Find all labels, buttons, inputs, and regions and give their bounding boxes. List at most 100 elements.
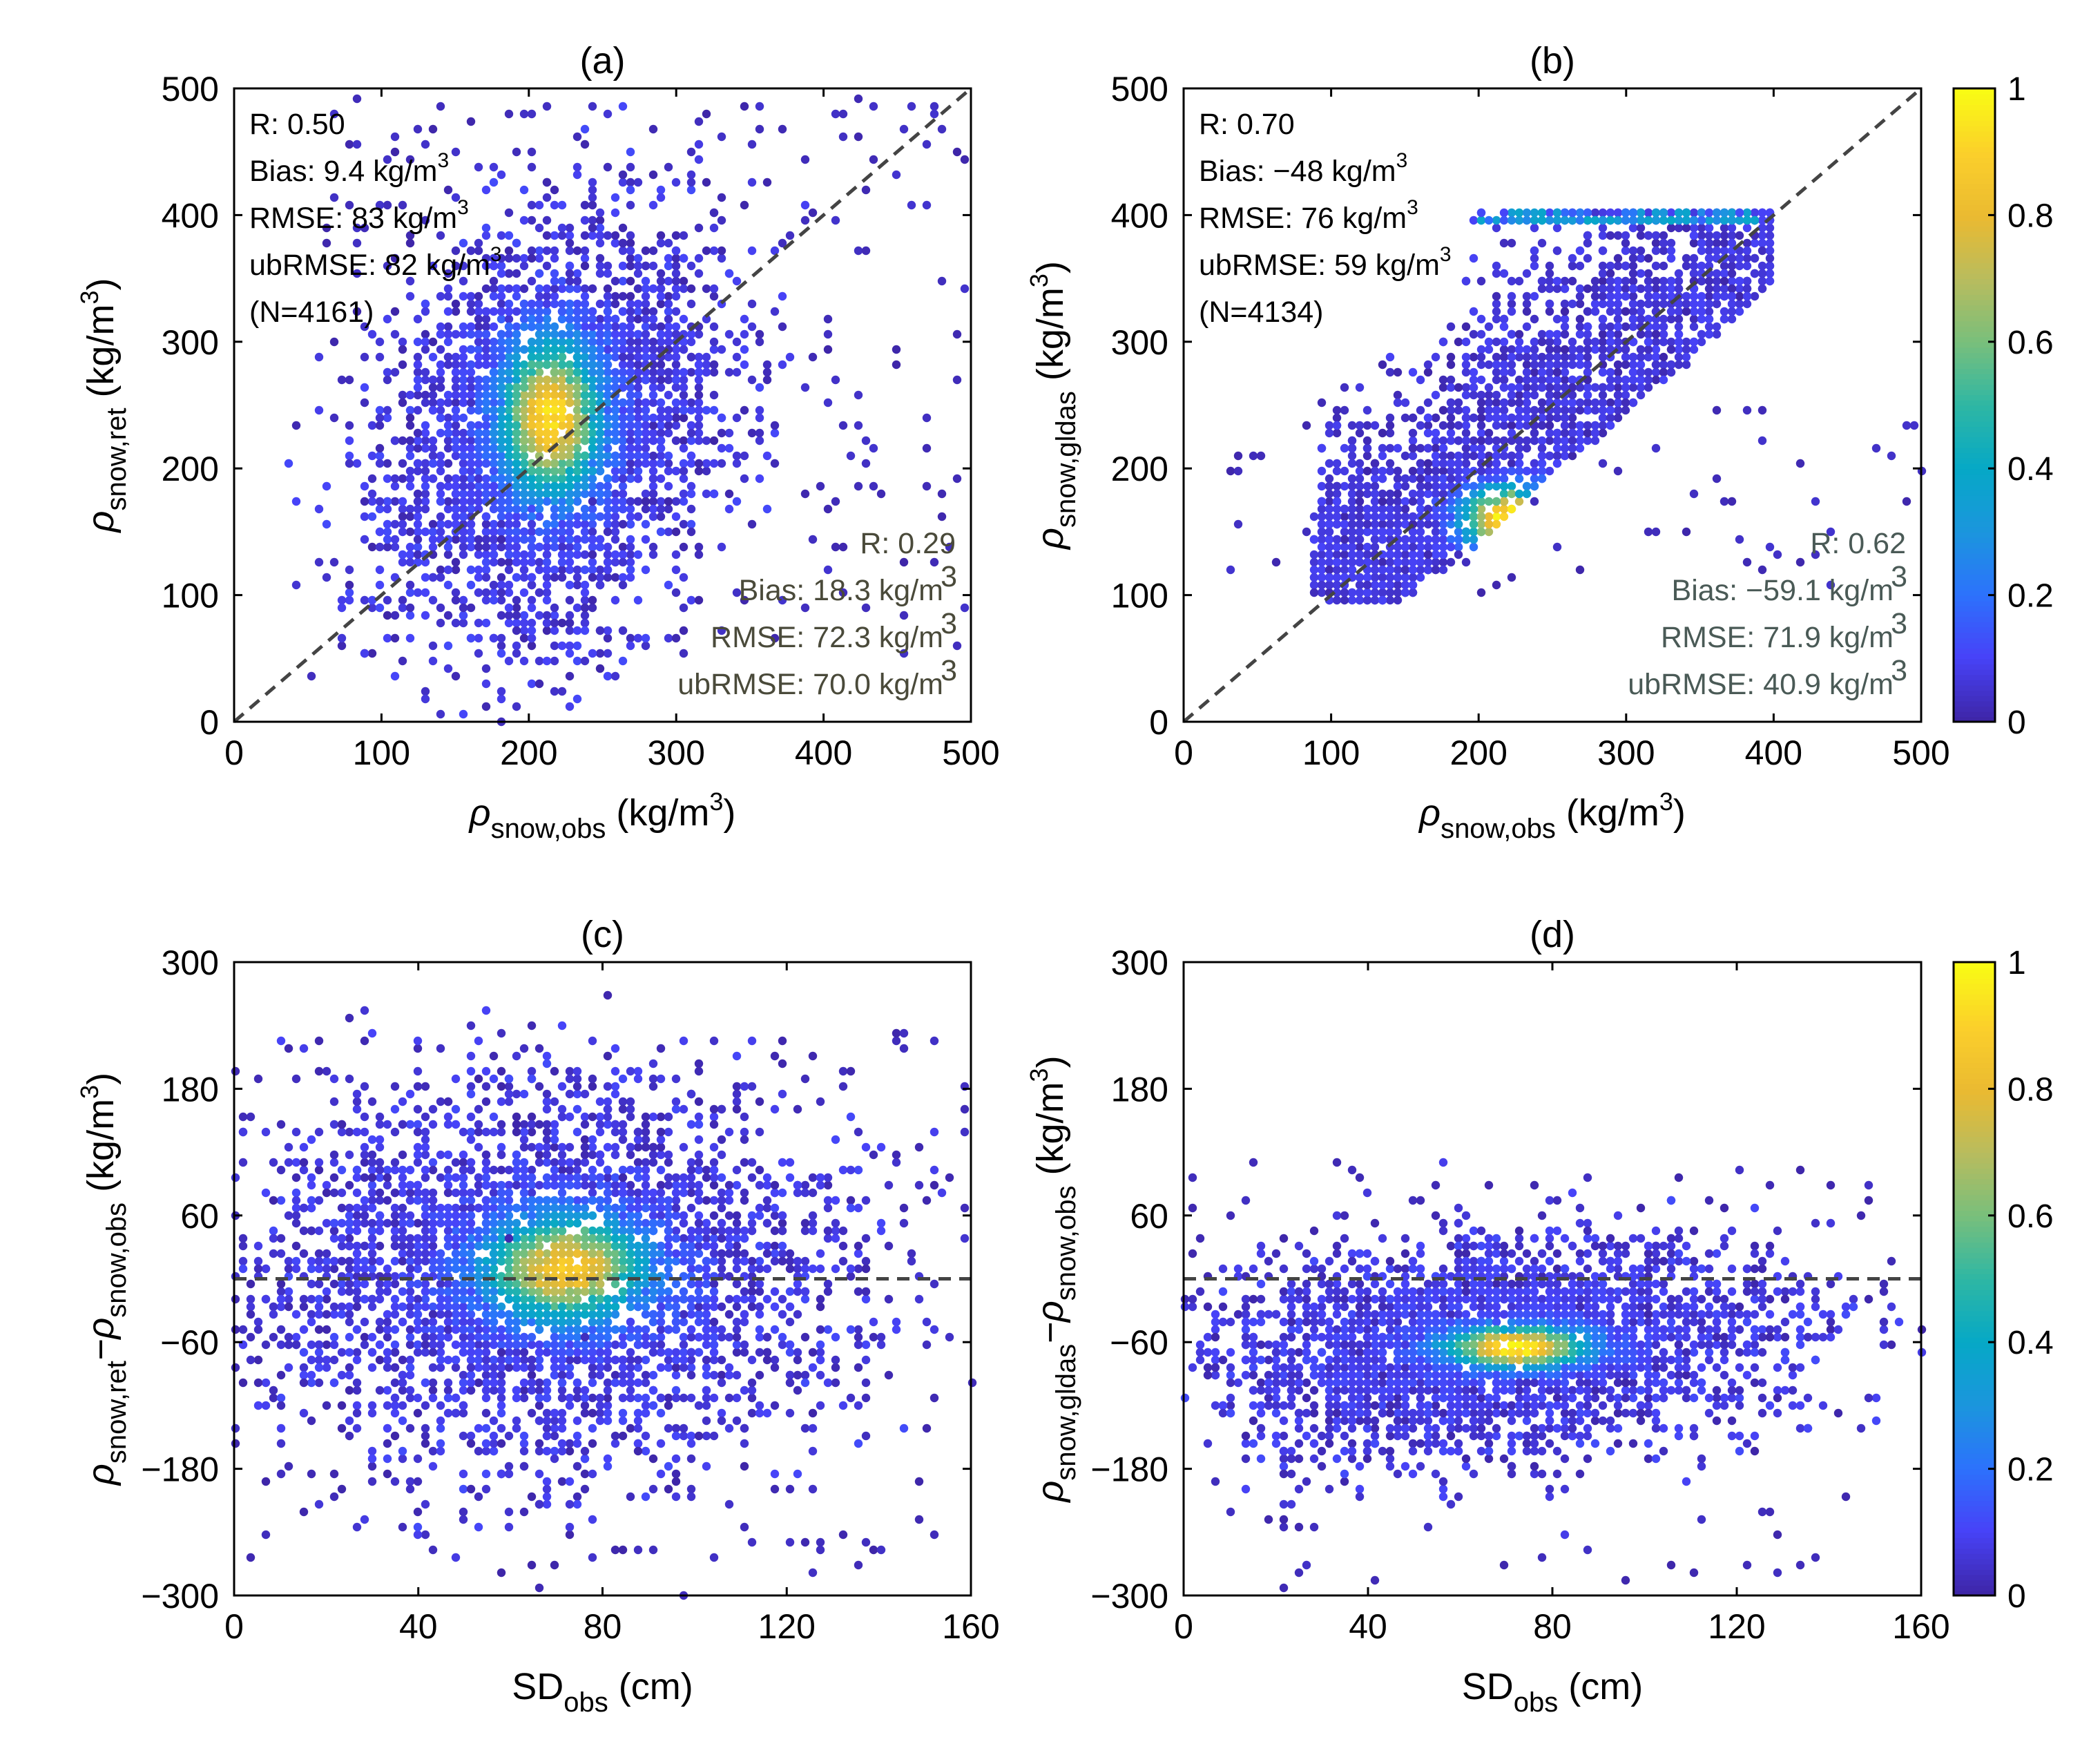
scatter-point xyxy=(618,481,628,491)
scatter-point xyxy=(1666,238,1676,248)
scatter-point xyxy=(481,512,491,521)
scatter-point xyxy=(671,421,681,430)
scatter-point xyxy=(1370,573,1380,582)
scatter-point xyxy=(428,383,438,392)
scatter-point xyxy=(580,284,590,294)
scatter-point xyxy=(489,276,499,286)
scatter-point xyxy=(702,314,711,324)
scatter-point xyxy=(489,519,499,529)
scatter-point xyxy=(345,451,354,461)
scatter-point xyxy=(664,261,673,271)
scatter-point xyxy=(1552,223,1562,233)
scatter-point xyxy=(1484,337,1494,347)
scatter-point xyxy=(626,474,635,483)
scatter-point xyxy=(572,375,582,385)
scatter-point xyxy=(1340,565,1349,575)
scatter-point xyxy=(451,1310,461,1319)
scatter-point xyxy=(1461,428,1471,438)
scatter-point xyxy=(960,155,970,164)
scatter-point xyxy=(504,360,514,370)
scatter-point xyxy=(1492,436,1501,445)
scatter-point xyxy=(1393,481,1403,491)
scatter-point xyxy=(1476,398,1486,408)
scatter-point xyxy=(854,1203,863,1213)
scatter-point xyxy=(367,451,377,461)
scatter-point xyxy=(1461,512,1471,521)
scatter-point xyxy=(588,1211,597,1220)
scatter-point xyxy=(1378,451,1387,461)
scatter-point xyxy=(360,383,369,392)
scatter-point xyxy=(519,215,529,225)
scatter-point xyxy=(648,170,658,180)
scatter-point xyxy=(497,512,506,521)
scatter-point xyxy=(686,459,696,468)
scatter-point xyxy=(1484,215,1494,225)
scatter-point xyxy=(1697,329,1706,339)
scatter-point xyxy=(618,421,628,430)
scatter-point xyxy=(1537,352,1547,362)
scatter-point xyxy=(1712,474,1722,483)
scatter-point xyxy=(648,550,658,559)
scatter-point xyxy=(534,360,544,370)
scatter-point xyxy=(1492,375,1501,385)
scatter-point xyxy=(474,504,483,514)
scatter-point xyxy=(565,383,575,392)
scatter-point xyxy=(800,1423,810,1433)
scatter-point xyxy=(1408,428,1418,438)
scatter-point xyxy=(497,314,506,324)
scatter-point xyxy=(626,573,635,582)
scatter-point xyxy=(1621,276,1630,286)
scatter-point xyxy=(572,337,582,347)
scatter-point xyxy=(1575,443,1585,453)
scatter-point xyxy=(679,649,688,658)
scatter-point xyxy=(1362,481,1372,491)
scatter-point xyxy=(489,367,499,377)
scatter-point xyxy=(580,398,590,408)
scatter-point xyxy=(512,375,521,385)
scatter-point xyxy=(1355,428,1365,438)
scatter-point xyxy=(831,542,840,552)
scatter-point xyxy=(1598,367,1608,377)
scatter-point xyxy=(1514,413,1524,423)
scatter-point xyxy=(1644,345,1653,354)
scatter-point xyxy=(1370,588,1380,597)
scatter-point xyxy=(367,512,377,521)
scatter-point xyxy=(504,322,514,332)
scatter-point xyxy=(686,1180,696,1190)
stat-line: (N=4161) xyxy=(249,296,374,329)
scatter-point xyxy=(1712,246,1722,256)
scatter-point xyxy=(550,246,559,256)
scatter-point xyxy=(413,504,423,514)
scatter-point xyxy=(512,337,521,347)
scatter-point xyxy=(519,573,529,582)
scatter-point xyxy=(1598,390,1608,400)
scatter-point xyxy=(588,466,597,476)
scatter-point xyxy=(618,337,628,347)
scatter-point xyxy=(557,1340,567,1350)
scatter-point xyxy=(345,1211,354,1220)
scatter-point xyxy=(671,1469,681,1479)
scatter-point xyxy=(1476,527,1486,537)
scatter-point xyxy=(466,542,476,552)
scatter-point xyxy=(1492,466,1501,476)
scatter-point xyxy=(519,421,529,430)
scatter-point xyxy=(580,512,590,521)
scatter-point xyxy=(1590,421,1600,430)
scatter-point xyxy=(1545,428,1554,438)
scatter-point xyxy=(1575,299,1585,309)
scatter-point xyxy=(580,367,590,377)
scatter-point xyxy=(1476,428,1486,438)
scatter-point xyxy=(527,443,537,453)
scatter-point xyxy=(603,519,613,529)
scatter-point xyxy=(808,1264,818,1274)
scatter-point xyxy=(671,269,681,278)
scatter-point xyxy=(542,413,552,423)
scatter-point xyxy=(345,1363,354,1372)
scatter-point xyxy=(367,1446,377,1456)
scatter-point xyxy=(542,390,552,400)
scatter-point xyxy=(466,451,476,461)
scatter-point xyxy=(459,413,468,423)
scatter-point xyxy=(1514,443,1524,453)
scatter-point xyxy=(322,1340,331,1350)
scatter-point xyxy=(595,481,605,491)
